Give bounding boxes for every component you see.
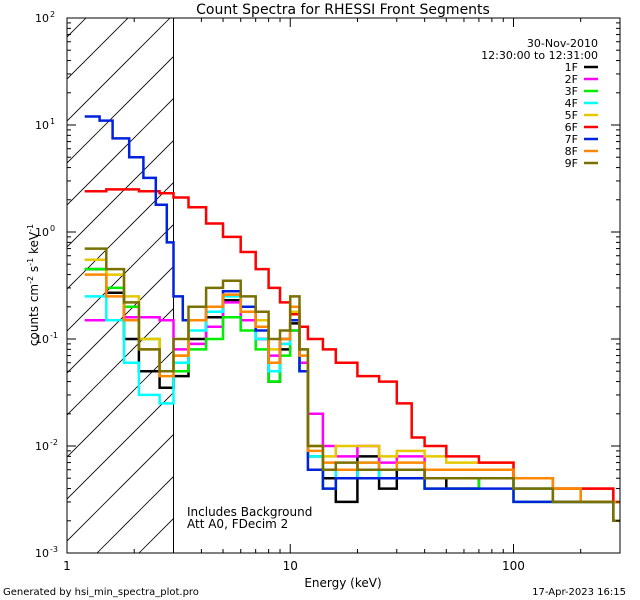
series-line-6F xyxy=(84,188,620,504)
y-tick-label: 10 xyxy=(35,226,49,239)
hatch-line xyxy=(67,139,174,248)
y-tick-exponent: -3 xyxy=(50,545,58,554)
legend-label-3F: 3F xyxy=(565,85,578,98)
series-line-7F xyxy=(84,115,620,523)
legend-label-5F: 5F xyxy=(565,109,578,122)
legend-label-1F: 1F xyxy=(565,61,578,74)
date-label: 30-Nov-2010 xyxy=(527,37,598,50)
legend-label-8F: 8F xyxy=(565,145,578,158)
chart-title: Count Spectra for RHESSI Front Segments xyxy=(196,2,490,18)
footer-timestamp: 17-Apr-2023 16:15 xyxy=(532,587,626,598)
time-range-label: 12:30:00 to 12:31:00 xyxy=(481,49,598,62)
y-axis-label: counts cm-2 s-1 keV-1 xyxy=(26,224,41,346)
series-line-5F xyxy=(84,258,620,504)
hatch-line xyxy=(0,0,27,553)
y-tick-exponent: -2 xyxy=(50,438,58,447)
y-tick-label: 10 xyxy=(35,12,49,25)
hatch-line xyxy=(67,97,174,206)
y-tick-exponent: 0 xyxy=(50,224,55,233)
y-tick-label: 10 xyxy=(35,547,49,560)
y-tick-label: 10 xyxy=(35,333,49,346)
y-tick-exponent: 1 xyxy=(50,117,55,126)
y-tick-label: 10 xyxy=(35,119,49,132)
y-tick-exponent: -1 xyxy=(50,331,58,340)
y-tick-exponent: 2 xyxy=(50,10,55,19)
legend-label-9F: 9F xyxy=(565,157,578,170)
hatch-line xyxy=(67,55,174,164)
annotation-background: Includes Background xyxy=(187,505,312,519)
x-axis-label: Energy (keV) xyxy=(304,576,381,590)
hatch-line xyxy=(67,181,174,290)
series-line-9F xyxy=(84,247,620,523)
series-line-1F xyxy=(84,267,620,504)
plot-frame xyxy=(66,17,621,554)
annotation-attenuator: Att A0, FDecim 2 xyxy=(187,517,288,531)
footer-generator: Generated by hsi_min_spectra_plot.pro xyxy=(3,587,199,598)
legend-label-7F: 7F xyxy=(565,133,578,146)
legend-label-2F: 2F xyxy=(565,73,578,86)
legend-label-4F: 4F xyxy=(565,97,578,110)
hatch-line xyxy=(67,18,129,80)
legend-label-6F: 6F xyxy=(565,121,578,134)
hatch-line xyxy=(67,18,171,122)
x-tick-label: 1 xyxy=(63,559,71,573)
hatch-line xyxy=(67,433,174,542)
series-line-3F xyxy=(84,267,620,523)
x-tick-label: 100 xyxy=(502,559,525,573)
series-line-4F xyxy=(84,295,620,523)
hatch-line xyxy=(67,265,174,374)
x-tick-label: 10 xyxy=(283,559,298,573)
hatch-line xyxy=(67,391,174,500)
hatch-line xyxy=(67,18,87,38)
y-tick-label: 10 xyxy=(35,440,49,453)
